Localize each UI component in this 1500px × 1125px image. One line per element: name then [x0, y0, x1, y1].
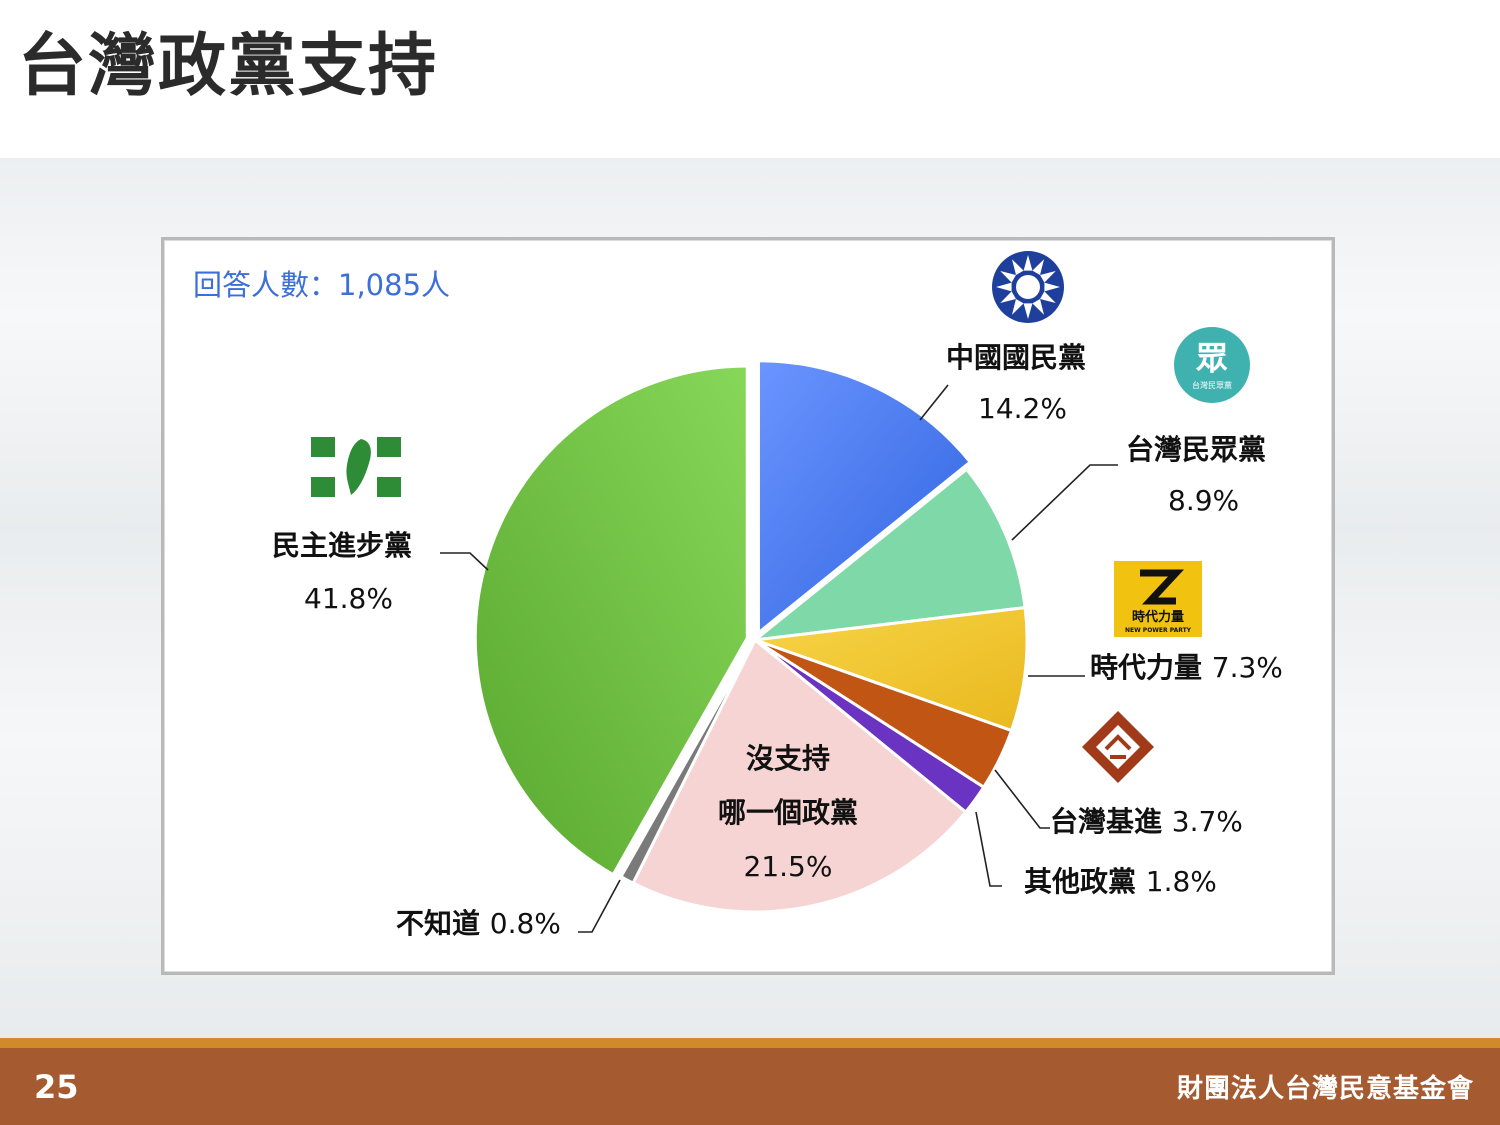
svg-text:台灣民眾黨: 台灣民眾黨: [1192, 380, 1232, 390]
label-dpp-name: 民主進步黨: [272, 529, 413, 562]
tsp-logo-icon: [1082, 711, 1154, 783]
label-tpp-name: 台灣民眾黨: [1126, 433, 1267, 466]
dpp-logo-icon: [311, 437, 401, 497]
kmt-ray: [1040, 271, 1056, 283]
label-npp: 時代力量 7.3%: [1090, 646, 1283, 686]
leader-line-kmt: [919, 384, 949, 421]
footer-bar: [0, 1038, 1500, 1125]
kmt-ray: [1000, 291, 1016, 303]
label-unknown-value: 0.8%: [489, 907, 561, 940]
tpp-logo-icon: 眾 台灣民眾黨: [1174, 327, 1250, 403]
slice-none: [631, 637, 968, 914]
label-unknown-name: 不知道: [396, 907, 481, 940]
leader-line-tpp: [1011, 464, 1118, 541]
respondent-count: 回答人數：1,085人: [193, 268, 451, 302]
label-npp-value: 7.3%: [1211, 651, 1283, 684]
kmt-ray: [1032, 299, 1044, 315]
slice-dpp: [473, 364, 749, 877]
kmt-ray: [1012, 259, 1024, 275]
svg-text:NEW POWER PARTY: NEW POWER PARTY: [1125, 627, 1192, 634]
organization-name: 財團法人台灣民意基金會: [1176, 1074, 1474, 1104]
kmt-ray: [1032, 259, 1044, 275]
label-dpp-value: 41.8%: [304, 582, 393, 615]
svg-text:時代力量: 時代力量: [1132, 609, 1184, 625]
leader-line-tsp: [994, 769, 1050, 829]
slice-tpp: [749, 467, 1027, 643]
label-other-name: 其他政黨: [1024, 865, 1137, 898]
slice-unknown: [618, 639, 757, 886]
kmt-ray: [1044, 282, 1060, 292]
label-none-name: 沒支持 哪一個政黨: [717, 742, 858, 829]
page-title: 台灣政黨支持: [18, 27, 439, 106]
page-number: 25: [34, 1068, 79, 1106]
label-none-value: 21.5%: [743, 850, 833, 883]
label-other-value: 1.8%: [1145, 865, 1217, 898]
pie-slices: [473, 359, 1029, 914]
kmt-ray: [1023, 303, 1033, 319]
label-kmt-name: 中國國民黨: [946, 341, 1087, 374]
label-tsp-name: 台灣基進: [1050, 805, 1163, 838]
leader-line-other: [975, 811, 1002, 887]
label-kmt-value: 14.2%: [978, 392, 1067, 425]
npp-logo-icon: 時代力量 NEW POWER PARTY: [1114, 561, 1202, 637]
leader-line-unknown: [578, 879, 621, 933]
label-tsp: 台灣基進 3.7%: [1050, 800, 1243, 840]
label-tsp-value: 3.7%: [1171, 805, 1243, 838]
kmt-emblem-icon: [992, 251, 1064, 323]
slice-kmt: [756, 359, 973, 636]
leader-line-dpp: [440, 552, 489, 571]
slice-npp: [754, 605, 1029, 733]
label-tpp-value: 8.9%: [1168, 484, 1240, 517]
label-other: 其他政黨 1.8%: [1024, 860, 1217, 900]
svg-text:眾: 眾: [1195, 339, 1228, 377]
kmt-ray: [1040, 291, 1056, 303]
label-npp-name: 時代力量: [1090, 651, 1203, 684]
label-unknown: 不知道 0.8%: [396, 902, 561, 942]
label-none: 沒支持 哪一個政黨 21.5%: [700, 732, 876, 894]
kmt-ray: [996, 282, 1012, 292]
kmt-ray: [1023, 255, 1033, 271]
kmt-ray: [1012, 299, 1024, 315]
leader-lines: [440, 384, 1118, 933]
kmt-ray: [1000, 271, 1016, 283]
